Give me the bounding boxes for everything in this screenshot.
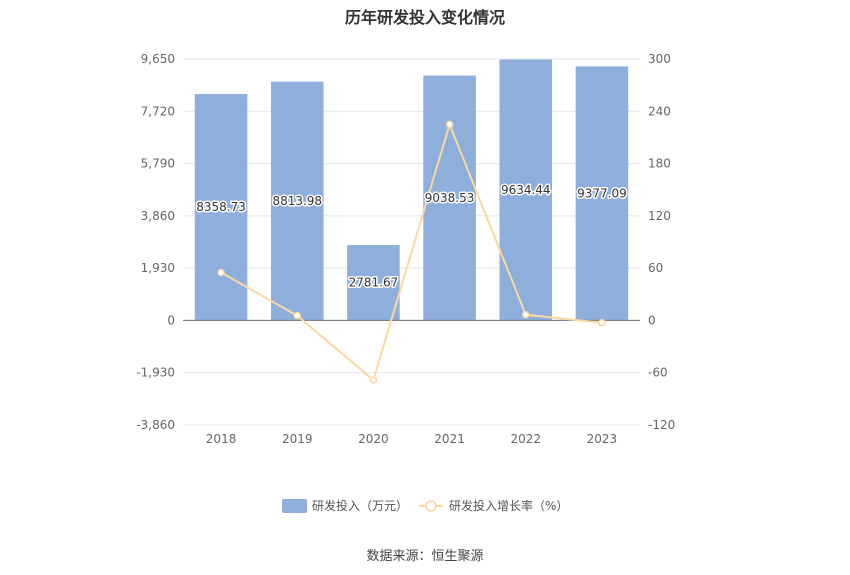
line-point [293,311,301,320]
bar-data-label: 2781.67 [349,276,399,290]
x-tick-label: 2019 [282,432,313,446]
legend-bar-label: 研发投入（万元） [312,498,408,513]
line-point [598,319,606,327]
line-point [445,120,454,129]
y-right-tick-label: -60 [648,366,668,380]
y-right-tick-label: 0 [648,313,656,327]
legend-line-marker [425,500,437,512]
x-tick-label: 2022 [510,432,541,446]
data-source: 数据来源：恒生聚源 [366,549,484,564]
line-point [217,268,225,277]
bar-data-label: 8813.98 [272,194,322,208]
bar [499,59,553,321]
y-right-tick-label: 300 [648,52,671,66]
legend-line-label: 研发投入增长率（%） [449,498,568,513]
bar-data-label: 9634.44 [501,183,551,197]
bar-data-label: 8358.73 [196,200,246,214]
y-right-tick-label: 120 [648,209,671,223]
bar [270,81,324,321]
line-point [369,376,378,384]
y-right-tick-label: -120 [648,418,675,432]
line-point [522,310,530,319]
bar-data-label: 9038.53 [425,191,475,205]
y-right-tick-label: 60 [648,261,663,275]
bar [423,75,476,321]
legend-bar-swatch [282,499,307,513]
y-left-tick-label: -1,930 [136,366,175,380]
y-left-tick-label: 1,930 [141,261,175,275]
x-tick-label: 2018 [206,432,237,446]
y-left-tick-label: -3,860 [136,418,175,432]
y-right-tick-label: 180 [648,157,671,171]
x-tick-label: 2021 [434,432,465,446]
y-left-tick-label: 5,790 [141,157,175,171]
bar [347,245,400,321]
chart-title: 历年研发投入变化情况 [344,8,505,27]
y-right-tick-label: 240 [648,104,671,118]
y-left-tick-label: 0 [167,313,175,327]
x-tick-label: 2020 [358,432,389,446]
y-left-tick-label: 3,860 [141,209,175,223]
series-line [220,121,603,382]
y-left-tick-label: 7,720 [141,104,175,118]
y-left-tick-label: 9,650 [141,52,175,66]
bar-data-label: 9377.09 [577,186,627,200]
x-tick-label: 2023 [587,432,618,446]
bar [575,66,629,321]
